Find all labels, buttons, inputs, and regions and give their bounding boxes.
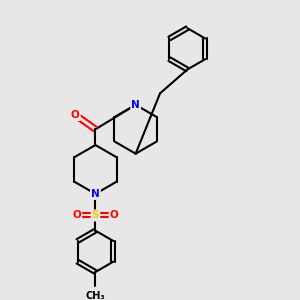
Text: S: S xyxy=(92,210,99,220)
Text: N: N xyxy=(131,100,140,110)
Text: O: O xyxy=(110,210,118,220)
Text: N: N xyxy=(91,189,100,199)
Text: O: O xyxy=(71,110,80,120)
Text: O: O xyxy=(72,210,81,220)
Text: CH₃: CH₃ xyxy=(85,291,105,300)
